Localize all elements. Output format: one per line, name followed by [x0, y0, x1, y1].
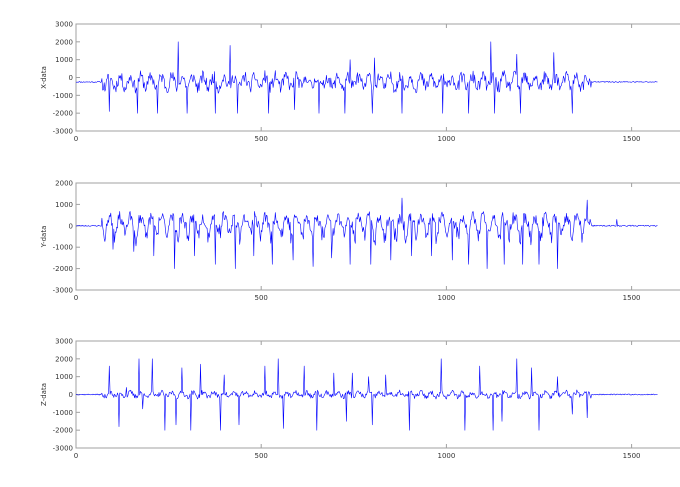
- y-axis-label: Z-data: [40, 383, 48, 406]
- y-tick-label: 0: [69, 222, 73, 230]
- x-tick-label: 1000: [437, 452, 455, 460]
- y-tick-label: 3000: [55, 338, 73, 346]
- axes-frame: [75, 182, 680, 291]
- y-tick-label: 0: [69, 391, 73, 399]
- y-tick-label: -3000: [53, 128, 73, 136]
- y-tick-label: 1000: [55, 201, 73, 209]
- x-tick-label: 0: [74, 452, 78, 460]
- x-tick-label: 500: [255, 294, 268, 302]
- x-tick-label: 1000: [437, 135, 455, 143]
- y-tick-label: 2000: [55, 38, 73, 46]
- y-tick-label: 2000: [55, 180, 73, 188]
- signal-line: [75, 197, 658, 269]
- y-axis-label: X-data: [40, 66, 48, 89]
- signal-line: [75, 358, 658, 431]
- y-tick-label: -2000: [53, 427, 73, 435]
- y-tick-label: -1000: [53, 244, 73, 252]
- x-tick-label: 0: [74, 294, 78, 302]
- signal-line: [76, 41, 658, 114]
- y-tick-label: -1000: [53, 409, 73, 417]
- y-tick-label: -3000: [53, 445, 73, 453]
- x-tick-label: 500: [255, 135, 268, 143]
- y-tick-label: 1000: [55, 373, 73, 381]
- x-tick-label: 1500: [623, 452, 641, 460]
- y-tick-label: -3000: [53, 287, 73, 295]
- y-tick-label: 1000: [55, 56, 73, 64]
- y-tick-label: 2000: [55, 355, 73, 363]
- y-tick-label: -2000: [53, 265, 73, 273]
- x-tick-label: 1500: [623, 294, 641, 302]
- x-tick-label: 0: [74, 135, 78, 143]
- y-tick-label: 0: [69, 74, 73, 82]
- x-tick-label: 1000: [437, 294, 455, 302]
- x-tick-label: 500: [255, 452, 268, 460]
- y-tick-label: -1000: [53, 92, 73, 100]
- y-tick-label: -2000: [53, 110, 73, 118]
- x-tick-label: 1500: [623, 135, 641, 143]
- y-tick-label: 3000: [55, 21, 73, 29]
- y-axis-label: Y-data: [40, 226, 48, 249]
